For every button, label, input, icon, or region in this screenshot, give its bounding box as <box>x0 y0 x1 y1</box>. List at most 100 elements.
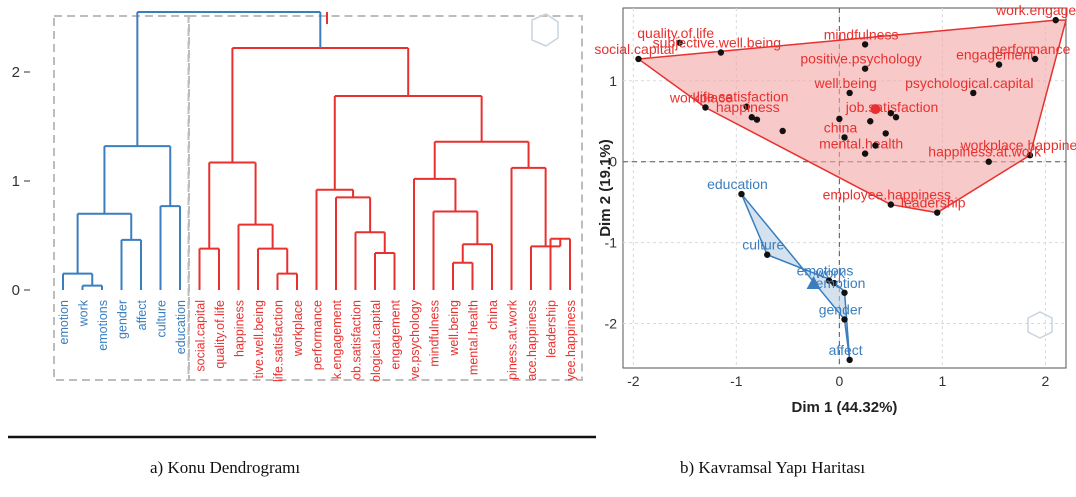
cluster-box-red <box>187 15 583 381</box>
leaf-label: well.being <box>447 300 461 357</box>
data-point <box>830 279 838 287</box>
leaf-label: performance <box>311 300 325 370</box>
data-point <box>764 251 771 258</box>
point-label: psychological.capital <box>905 75 1033 91</box>
leaf-label: leadership <box>545 300 559 358</box>
leaf-label: life.satisfaction <box>272 300 286 382</box>
point-label: mindfulness <box>824 26 899 42</box>
data-point <box>748 114 755 121</box>
data-point <box>1026 152 1034 159</box>
leaf-label: emotions <box>96 300 110 351</box>
data-point <box>846 356 853 364</box>
data-point <box>841 316 848 323</box>
leaf-label: work <box>77 299 91 327</box>
x-tick-label: -1 <box>730 373 743 389</box>
leaf-label: ve.psychology <box>408 299 422 379</box>
data-point <box>1052 16 1059 24</box>
point-label: emotions <box>797 263 854 279</box>
caption-dendrogram: a) Konu Dendrogramı <box>150 458 301 477</box>
x-tick-label: 0 <box>835 373 843 389</box>
caption-conceptual-map: b) Kavramsal Yapı Haritası <box>680 458 866 477</box>
data-point <box>841 134 848 141</box>
point-label: employee.happiness <box>823 187 951 203</box>
data-point <box>872 142 879 149</box>
point-label: quality.of.life <box>637 25 714 41</box>
point-label: culture <box>742 237 784 253</box>
data-point <box>867 118 874 125</box>
point-label: positive.psychology <box>800 51 921 67</box>
point-label: happiness.at.work <box>928 144 1042 160</box>
point-label: workplace <box>669 90 733 106</box>
data-point <box>841 289 848 296</box>
leaf-label: piness.at.work <box>506 299 520 380</box>
y-tick-label: -2 <box>605 316 618 332</box>
y-tick-label: 1 <box>609 73 617 89</box>
leaf-label: ace.happiness <box>525 300 539 381</box>
point-label: performance <box>992 41 1071 57</box>
x-tick-label: 2 <box>1041 373 1049 389</box>
y-tick-label: -1 <box>605 235 618 251</box>
dendrogram-panel: 0 1 2 emotion work emotions gender affect cultur… <box>12 11 583 382</box>
point-label: job.satisfaction <box>845 99 939 115</box>
data-point <box>985 158 992 165</box>
data-point <box>887 201 895 208</box>
point-label: gender <box>819 301 863 317</box>
data-point <box>836 115 843 123</box>
data-point <box>738 190 745 198</box>
y-axis-label: Dim 2 (19.1%) <box>597 139 614 237</box>
data-point <box>753 116 761 123</box>
x-tick-label: 1 <box>938 373 946 389</box>
y-tick-label: 0 <box>609 154 617 170</box>
point-label: education <box>707 176 768 192</box>
data-point <box>882 130 889 137</box>
data-point <box>702 104 709 111</box>
point-label: engagement <box>956 47 1034 63</box>
x-axis-label: Dim 1 (44.32%) <box>792 399 898 416</box>
leaf-label: ological.capital <box>369 300 383 382</box>
leaf-label: education <box>174 300 188 354</box>
point-label: emotion <box>816 275 866 291</box>
point-label: work.engagement <box>995 2 1076 18</box>
point-label: happiness <box>716 99 780 115</box>
watermark-logo <box>531 13 559 47</box>
point-label: life.satisfaction <box>697 89 789 105</box>
cluster-centroid-blue <box>806 276 821 290</box>
data-point <box>846 89 853 97</box>
data-point <box>892 114 900 121</box>
leaf-label: engagement <box>389 299 403 369</box>
leaf-label: ob.satisfaction <box>350 300 364 380</box>
data-point <box>779 127 786 135</box>
point-label: social.capital <box>594 41 674 57</box>
data-point <box>861 41 869 48</box>
leaf-label: culture <box>155 300 169 338</box>
y-tick-label: 1 <box>12 173 20 190</box>
point-label: china <box>824 119 858 135</box>
leaf-label: k.engagement <box>330 299 344 379</box>
data-point <box>743 103 750 110</box>
watermark-logo <box>1027 311 1053 339</box>
leaf-label: emotion <box>57 300 71 345</box>
leaf-label: mindfulness <box>428 300 442 367</box>
data-point <box>934 209 941 216</box>
point-label: mental.health <box>819 136 903 152</box>
leaf-label: happiness <box>233 300 247 357</box>
data-point <box>1031 55 1039 63</box>
cluster-centroid-red <box>870 104 881 115</box>
y-tick-label: 0 <box>12 282 20 299</box>
data-point <box>825 277 833 284</box>
data-point <box>676 39 683 46</box>
conceptual-map-panel: -2 -1 0 1 2 -2 -1 0 1 Dim 1 (44.32%) Dim 2 (19.1%)… <box>594 2 1076 416</box>
point-label: leadership <box>901 195 966 211</box>
data-point <box>995 61 1003 68</box>
leaf-label: china <box>486 300 500 330</box>
leaf-label: quality.of.life <box>213 300 227 369</box>
point-label: workplace.happiness <box>960 137 1076 153</box>
data-point <box>717 49 725 56</box>
data-point <box>970 89 977 97</box>
data-point <box>887 109 895 117</box>
point-label: affect <box>829 342 863 358</box>
point-label: work <box>814 265 846 281</box>
leaf-label: workplace <box>291 300 305 357</box>
leaf-label: mental.health <box>467 300 481 375</box>
